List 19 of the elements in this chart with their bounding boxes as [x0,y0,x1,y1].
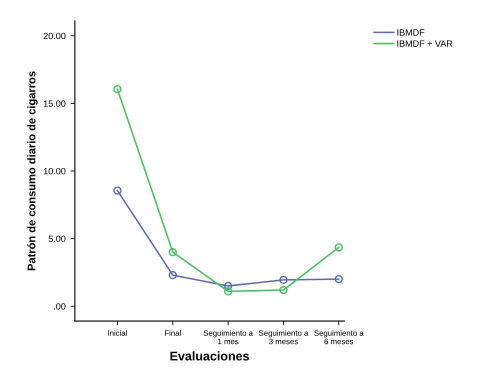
point [224,282,232,290]
y-axis-title: Patrón de consumo diario de cigarros [27,71,38,270]
point [168,248,177,256]
x-axis-title: Evaluaciones [170,351,250,360]
y-tick-label: 10.00 [44,168,66,174]
point [113,186,122,195]
point [168,270,177,280]
point [113,85,122,94]
point [279,286,288,294]
y-tick-label: 5.00 [48,236,66,242]
y-tick-label: .00 [54,303,66,310]
point [334,275,343,284]
y-tick-label: 20.00 [44,32,66,40]
point [334,243,343,252]
legend-label: IBMDF + VAR [397,40,452,47]
y-tick-label: 15.00 [44,100,66,107]
point [224,287,232,296]
point [279,276,288,284]
legend-label: IBMDF [397,29,424,36]
